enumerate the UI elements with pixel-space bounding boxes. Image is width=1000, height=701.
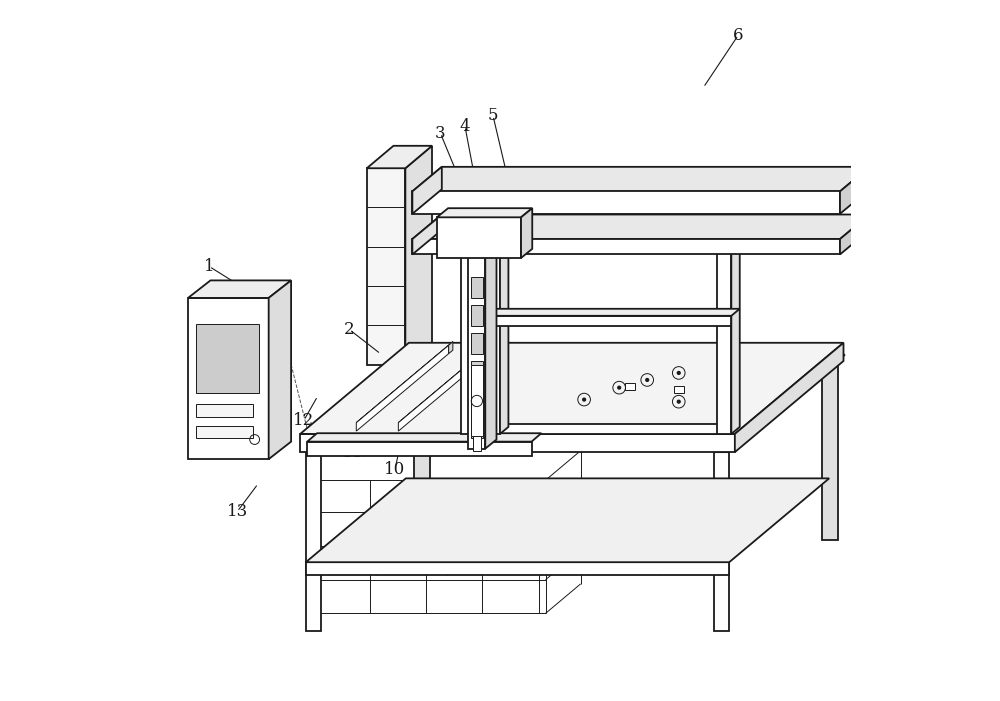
Polygon shape xyxy=(471,389,483,410)
Text: 9: 9 xyxy=(418,468,428,485)
Circle shape xyxy=(646,379,649,381)
Polygon shape xyxy=(412,215,869,239)
Text: 5: 5 xyxy=(488,107,498,124)
Polygon shape xyxy=(307,433,541,442)
Polygon shape xyxy=(500,210,508,434)
Polygon shape xyxy=(414,355,437,361)
Polygon shape xyxy=(471,417,483,438)
Polygon shape xyxy=(367,168,405,365)
Polygon shape xyxy=(468,233,496,243)
Text: 3: 3 xyxy=(435,125,446,142)
Polygon shape xyxy=(822,355,845,361)
Polygon shape xyxy=(486,424,731,434)
Polygon shape xyxy=(188,280,291,298)
Polygon shape xyxy=(356,346,449,431)
Polygon shape xyxy=(731,210,740,434)
Polygon shape xyxy=(269,280,291,459)
Polygon shape xyxy=(414,361,430,540)
Polygon shape xyxy=(405,146,432,365)
Polygon shape xyxy=(306,452,321,631)
Text: 13: 13 xyxy=(227,503,248,520)
Text: 12: 12 xyxy=(293,412,314,429)
Text: 2: 2 xyxy=(344,321,355,338)
Polygon shape xyxy=(485,233,496,449)
Polygon shape xyxy=(300,343,843,434)
Text: 11: 11 xyxy=(342,444,363,461)
Text: 8: 8 xyxy=(733,419,744,436)
Polygon shape xyxy=(188,298,269,459)
Polygon shape xyxy=(471,361,483,382)
Text: 6: 6 xyxy=(733,27,744,43)
Polygon shape xyxy=(822,361,838,540)
Polygon shape xyxy=(714,452,729,631)
Polygon shape xyxy=(437,217,521,258)
Circle shape xyxy=(677,372,680,374)
Polygon shape xyxy=(840,215,869,254)
Polygon shape xyxy=(714,447,735,452)
Polygon shape xyxy=(306,447,327,452)
Polygon shape xyxy=(717,217,731,434)
Polygon shape xyxy=(306,562,729,575)
Polygon shape xyxy=(486,210,508,217)
Polygon shape xyxy=(398,342,495,423)
Polygon shape xyxy=(412,215,442,254)
Polygon shape xyxy=(717,210,740,217)
Polygon shape xyxy=(412,167,442,214)
Polygon shape xyxy=(356,342,453,423)
Polygon shape xyxy=(486,308,740,315)
Polygon shape xyxy=(196,404,253,417)
Polygon shape xyxy=(473,436,481,451)
Polygon shape xyxy=(486,217,500,434)
Polygon shape xyxy=(412,239,840,254)
Circle shape xyxy=(583,398,586,401)
Polygon shape xyxy=(471,365,483,436)
Circle shape xyxy=(618,386,621,389)
Polygon shape xyxy=(468,243,485,449)
Polygon shape xyxy=(471,305,483,326)
Polygon shape xyxy=(521,208,532,258)
Polygon shape xyxy=(735,343,843,452)
Polygon shape xyxy=(840,167,869,214)
Polygon shape xyxy=(449,342,453,353)
Polygon shape xyxy=(674,386,684,393)
Polygon shape xyxy=(412,191,840,214)
Polygon shape xyxy=(471,333,483,354)
Polygon shape xyxy=(491,342,495,353)
Text: 10: 10 xyxy=(384,461,405,478)
Text: 1: 1 xyxy=(204,258,214,275)
Text: 4: 4 xyxy=(460,118,470,135)
Polygon shape xyxy=(307,442,532,456)
Polygon shape xyxy=(471,277,483,298)
Polygon shape xyxy=(412,167,869,191)
Circle shape xyxy=(677,400,680,403)
Polygon shape xyxy=(367,146,432,168)
Polygon shape xyxy=(625,383,635,390)
Text: 7: 7 xyxy=(807,184,817,201)
Polygon shape xyxy=(437,208,532,217)
Polygon shape xyxy=(486,315,731,325)
Polygon shape xyxy=(300,434,735,452)
Polygon shape xyxy=(196,324,259,393)
Polygon shape xyxy=(306,478,829,562)
Polygon shape xyxy=(461,254,477,434)
Polygon shape xyxy=(398,346,491,431)
Polygon shape xyxy=(196,426,253,438)
